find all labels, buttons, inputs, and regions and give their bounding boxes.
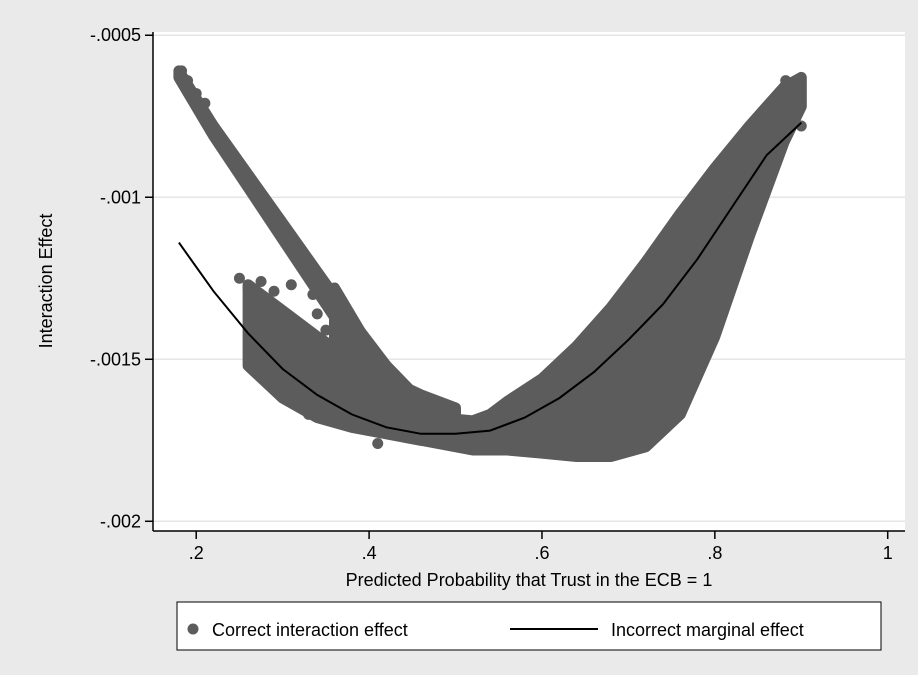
scatter-point-13 (337, 357, 349, 369)
line-series (178, 121, 802, 435)
scatter-point-30 (791, 88, 803, 100)
y-tick-label-2: -.0015 (90, 349, 141, 369)
legend-box (176, 601, 882, 651)
scatter-point-25 (735, 172, 747, 184)
x-tick-label-2: .6 (534, 543, 549, 563)
scatter-point-3 (199, 97, 211, 109)
scatter-point-18 (614, 444, 626, 456)
scatter-point-10 (311, 308, 323, 320)
scatter-point-5 (242, 282, 254, 294)
scatter-point-11 (320, 324, 332, 336)
scatter-point-21 (700, 331, 712, 343)
y-tick-label-1: -.001 (100, 187, 141, 207)
legend-label-scatter: Correct interaction effect (212, 620, 408, 640)
scatter-point-31 (794, 97, 806, 109)
y-axis-title: Interaction Effect (36, 214, 56, 349)
scatter-point-14 (303, 408, 315, 420)
x-tick-label-3: .8 (707, 543, 722, 563)
x-tick-label-1: .4 (362, 543, 377, 563)
x-tick-label-4: 1 (883, 543, 893, 563)
scatter-point-6 (255, 276, 267, 287)
scatter-point-0 (176, 65, 188, 77)
x-tick-label-0: .2 (189, 543, 204, 563)
marginal-effect-line (178, 121, 802, 435)
y-tick-label-3: -.002 (100, 511, 141, 531)
legend-marker-scatter (187, 623, 199, 635)
y-tick-label-0: -.0005 (90, 25, 141, 45)
legend-label-line: Incorrect marginal effect (611, 620, 804, 640)
scatter-band-2 (242, 279, 461, 449)
scatter-point-26 (761, 126, 773, 138)
scatter-point-32 (795, 120, 807, 132)
scatter-point-4 (233, 272, 245, 284)
scatter-point-12 (329, 340, 341, 352)
scatter-point-8 (285, 279, 297, 291)
scatter-point-20 (683, 373, 695, 385)
scatter-point-7 (268, 285, 280, 297)
axes: .2 .4 .6 .8 1 -.0005 -.001 -.0015 -.002 (90, 25, 905, 563)
scatter-point-22 (709, 295, 721, 307)
scatter-point-19 (640, 425, 652, 437)
scatter-point-23 (717, 250, 729, 262)
scatter-point-1 (182, 75, 194, 87)
scatter-point-2 (190, 88, 202, 100)
scatter-point-28 (780, 75, 792, 87)
scatter-point-17 (562, 444, 574, 456)
legend: Correct interaction effect Incorrect mar… (176, 601, 882, 651)
grid-lines (153, 34, 905, 523)
scatter-point-9 (307, 288, 319, 300)
scatter-point-15 (372, 438, 384, 450)
scatter-series (173, 65, 807, 462)
scatter-point-27 (774, 88, 786, 100)
x-axis-title: Predicted Probability that Trust in the … (346, 570, 713, 590)
